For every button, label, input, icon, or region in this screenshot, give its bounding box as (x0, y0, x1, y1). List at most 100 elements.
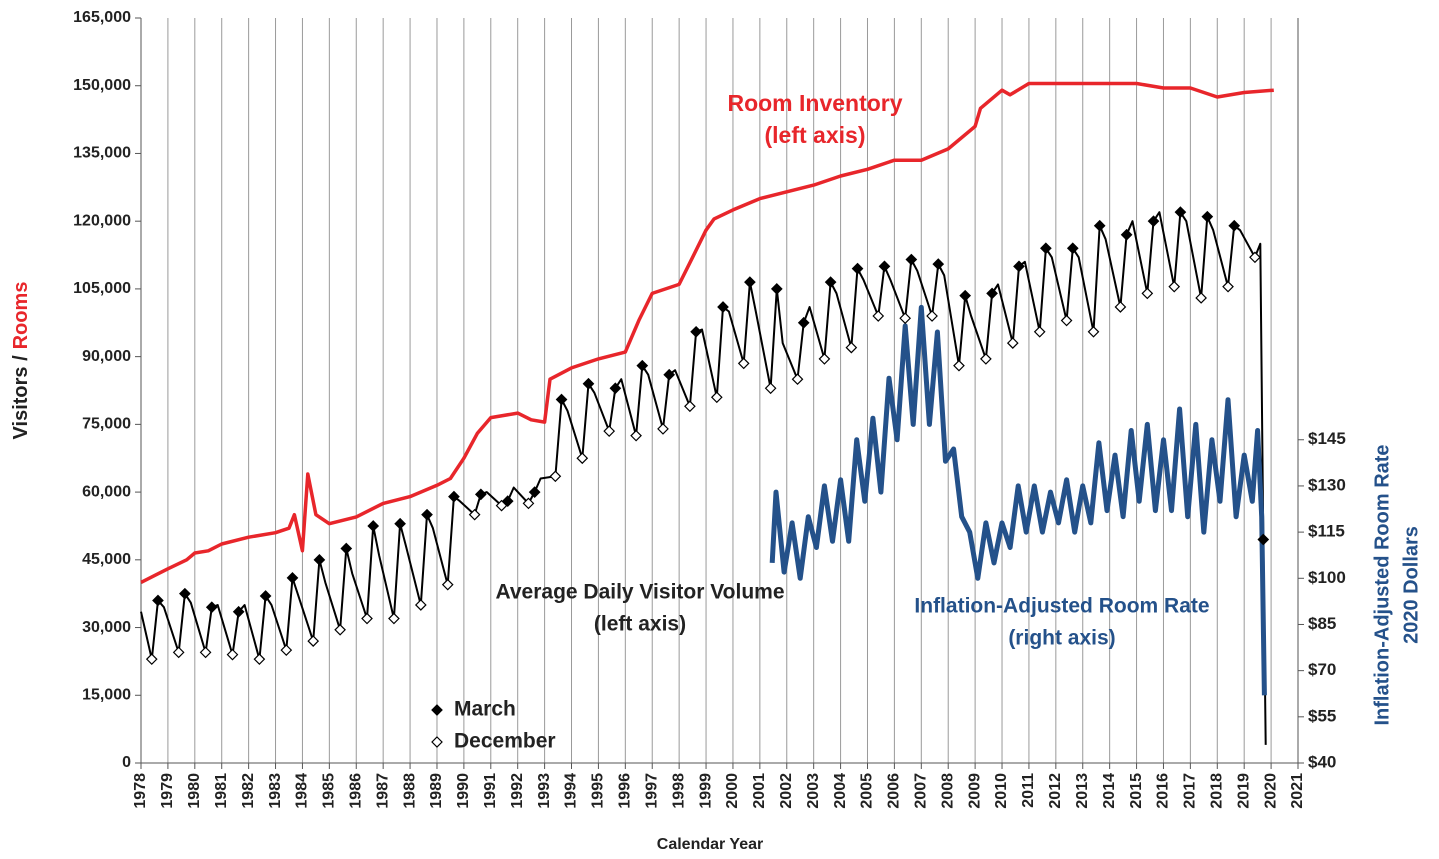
y-tick-label: 75,000 (82, 416, 131, 433)
marker (603, 425, 616, 437)
marker (980, 353, 992, 365)
y-tick-label: 105,000 (73, 280, 131, 297)
y-tick-label: 60,000 (82, 483, 131, 500)
marker (737, 357, 750, 370)
marker (818, 353, 831, 365)
marker (334, 623, 346, 636)
annotation: Room Inventory (727, 90, 902, 116)
x-tick-label: 1990 (455, 773, 472, 809)
y2-tick-label: $100 (1308, 568, 1346, 587)
annotation: Average Daily Visitor Volume (495, 581, 784, 604)
marker (232, 605, 245, 618)
marker (549, 470, 562, 483)
marker (253, 653, 266, 665)
marker (205, 601, 218, 614)
marker (932, 258, 945, 270)
marker (905, 253, 918, 266)
y-tick-label: 45,000 (82, 551, 131, 568)
marker (953, 359, 965, 372)
marker (394, 517, 406, 530)
annotation: Inflation-Adjusted Room Rate (914, 595, 1209, 618)
marker (172, 646, 185, 659)
marker (152, 594, 164, 607)
marker (959, 289, 972, 302)
legend-label: December (454, 730, 556, 753)
marker (582, 377, 595, 390)
marker (1040, 242, 1052, 255)
marker (986, 287, 998, 300)
y-axis-label-part: Visitors / (10, 355, 32, 440)
y-axis-label-part: Rooms (10, 282, 32, 350)
marker (448, 490, 460, 503)
marker (1249, 251, 1261, 264)
x-tick-label: 1988 (401, 773, 418, 809)
x-tick-label: 2015 (1128, 773, 1145, 809)
marker (1195, 292, 1207, 304)
y2-tick-label: $130 (1308, 475, 1346, 494)
marker (1257, 533, 1270, 546)
marker (414, 599, 427, 611)
marker (1093, 219, 1106, 232)
marker (1060, 314, 1073, 327)
marker (1066, 242, 1079, 255)
y2-tick-label: $70 (1308, 660, 1336, 679)
x-tick-label: 1998 (670, 773, 687, 809)
y-tick-label: 15,000 (82, 686, 131, 703)
y2-tick-label: $85 (1308, 614, 1336, 633)
x-tick-label: 2011 (1020, 773, 1037, 808)
x-tick-label: 2006 (886, 773, 903, 809)
marker (361, 612, 373, 625)
marker (280, 644, 293, 656)
marker (872, 310, 885, 322)
x-tick-label: 2002 (778, 773, 795, 809)
marker (313, 553, 326, 566)
y2-tick-label: $145 (1308, 429, 1346, 448)
x-tick-label: 1978 (132, 773, 149, 809)
marker (145, 653, 158, 665)
y-tick-label: 150,000 (73, 77, 131, 94)
marker (1141, 287, 1154, 300)
marker (684, 400, 696, 413)
x-tick-label: 2004 (832, 773, 849, 809)
marker (367, 520, 380, 532)
annotation: (left axis) (594, 613, 686, 636)
x-tick-label: 1989 (428, 773, 445, 809)
marker (690, 325, 702, 338)
marker (824, 276, 837, 288)
x-tick-label: 2019 (1235, 773, 1252, 809)
marker (286, 572, 299, 584)
marker (576, 452, 589, 465)
marker (495, 499, 508, 512)
marker (474, 488, 487, 501)
marker (555, 393, 568, 406)
x-tick-label: 2013 (1074, 773, 1091, 809)
x-tick-label: 2010 (993, 773, 1010, 809)
x-tick-label: 1986 (347, 773, 364, 809)
marker (340, 542, 353, 555)
marker (388, 612, 400, 625)
y-tick-label: 120,000 (73, 212, 131, 229)
marker (1114, 301, 1127, 313)
x-axis-label: Calendar Year (657, 836, 763, 853)
marker (1013, 260, 1025, 273)
x-tick-label: 1996 (617, 773, 634, 809)
series-line (769, 304, 1267, 696)
x-tick-label: 1982 (240, 773, 257, 809)
x-tick-label: 1993 (536, 773, 553, 809)
marker (899, 312, 912, 325)
marker (609, 382, 622, 395)
y-axis-label: Visitors / Rooms (10, 282, 32, 440)
marker (845, 341, 858, 354)
marker (1033, 325, 1046, 338)
x-tick-label: 1979 (159, 773, 176, 809)
x-tick-label: 1992 (509, 773, 526, 809)
y2-tick-label: $55 (1308, 706, 1336, 725)
y2-axis-label: 2020 Dollars (1400, 526, 1422, 644)
marker (1120, 228, 1133, 241)
marker (797, 316, 810, 329)
marker (1222, 280, 1234, 293)
x-tick-label: 2016 (1155, 773, 1172, 809)
y-tick-label: 0 (122, 754, 131, 771)
x-tick-label: 1980 (186, 773, 203, 809)
